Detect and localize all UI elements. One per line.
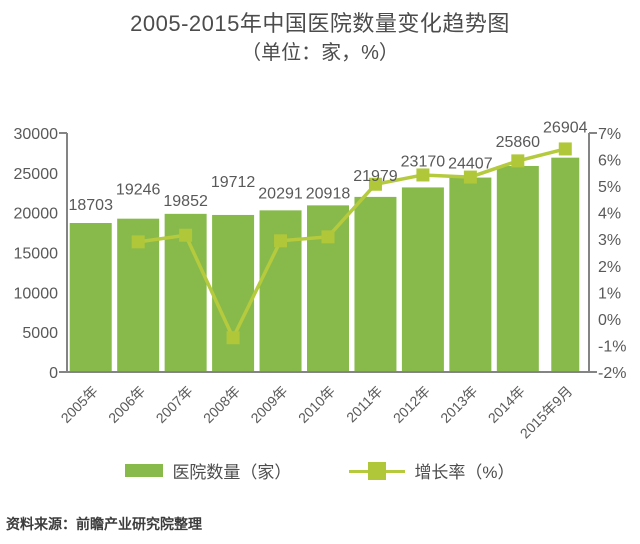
bar	[496, 165, 539, 372]
y-right-tick-label: 0%	[598, 312, 621, 329]
y-right-tick-label: -1%	[598, 338, 626, 355]
x-tick-label: 2015年9月	[517, 383, 576, 442]
x-tick-label: 2011年	[343, 383, 386, 426]
bar-swatch-icon	[125, 464, 164, 477]
y-right-tick-label: 5%	[598, 179, 621, 196]
line-marker	[179, 228, 193, 242]
bar	[69, 222, 112, 372]
bar-value-label: 18703	[68, 197, 113, 214]
line-swatch-marker	[368, 461, 387, 480]
legend-item-growth: 增长率（%）	[349, 458, 515, 483]
x-tick-label: 2007年	[153, 383, 196, 426]
y-left-tick-label: 15000	[14, 246, 59, 263]
y-left-tick-label: 10000	[14, 285, 59, 302]
line-marker	[321, 230, 335, 244]
bar-value-label: 21979	[353, 168, 398, 185]
chart-subtitle: （单位：家，%）	[241, 42, 399, 64]
y-left-tick-label: 30000	[14, 126, 59, 143]
line-swatch-icon	[349, 461, 406, 480]
y-left-tick-label: 20000	[14, 206, 59, 223]
bar-value-label: 20918	[306, 185, 351, 202]
bar	[401, 187, 444, 372]
y-right-tick-label: 4%	[598, 206, 621, 223]
line-marker	[226, 331, 240, 345]
y-left-tick-label: 0	[49, 365, 58, 382]
bar	[449, 177, 492, 372]
bar-value-label: 19246	[116, 182, 161, 199]
line-marker	[131, 235, 145, 249]
bar-value-label: 26904	[543, 120, 588, 137]
bar-value-label: 23170	[401, 153, 446, 170]
bar-value-label: 25860	[496, 134, 541, 151]
x-tick-label: 2006年	[105, 383, 148, 426]
chart-title: 2005-2015年中国医院数量变化趋势图	[130, 11, 510, 36]
x-tick-label: 2010年	[295, 383, 338, 426]
x-tick-label: 2014年	[485, 383, 528, 426]
x-tick-label: 2008年	[200, 383, 243, 426]
bar	[354, 196, 397, 372]
y-right-tick-label: -2%	[598, 365, 626, 382]
y-right-tick-label: 1%	[598, 285, 621, 302]
legend-growth-label: 增长率（%）	[414, 463, 515, 482]
y-left-tick-label: 25000	[14, 166, 59, 183]
line-marker	[463, 170, 477, 184]
line-marker	[368, 177, 382, 191]
growth-line	[137, 147, 566, 342]
bar-value-label: 19852	[163, 193, 208, 210]
y-right-tick-label: 2%	[598, 259, 621, 276]
line-marker	[558, 142, 572, 156]
bar-value-label: 19712	[211, 174, 256, 191]
legend-hospitals-label: 医院数量（家）	[172, 463, 292, 482]
x-tick-label: 2012年	[390, 383, 433, 426]
bar-value-label: 20291	[258, 185, 303, 202]
source-note: 资料来源：前瞻产业研究院整理	[6, 516, 202, 532]
chart-legend: 医院数量（家） 增长率（%）	[0, 458, 640, 483]
line-marker	[511, 154, 525, 168]
y-left-tick-label: 5000	[22, 325, 58, 342]
x-tick-label: 2005年	[58, 383, 101, 426]
bar	[551, 157, 580, 372]
x-tick-label: 2013年	[437, 383, 480, 426]
legend-item-hospitals: 医院数量（家）	[125, 458, 291, 483]
y-right-tick-label: 7%	[598, 126, 621, 143]
y-right-tick-label: 3%	[598, 232, 621, 249]
line-marker	[274, 234, 288, 248]
x-tick-label: 2009年	[247, 383, 290, 426]
line-marker	[416, 168, 430, 182]
bar-value-label: 24407	[448, 156, 493, 173]
y-right-tick-label: 6%	[598, 153, 621, 170]
bar	[212, 214, 255, 372]
